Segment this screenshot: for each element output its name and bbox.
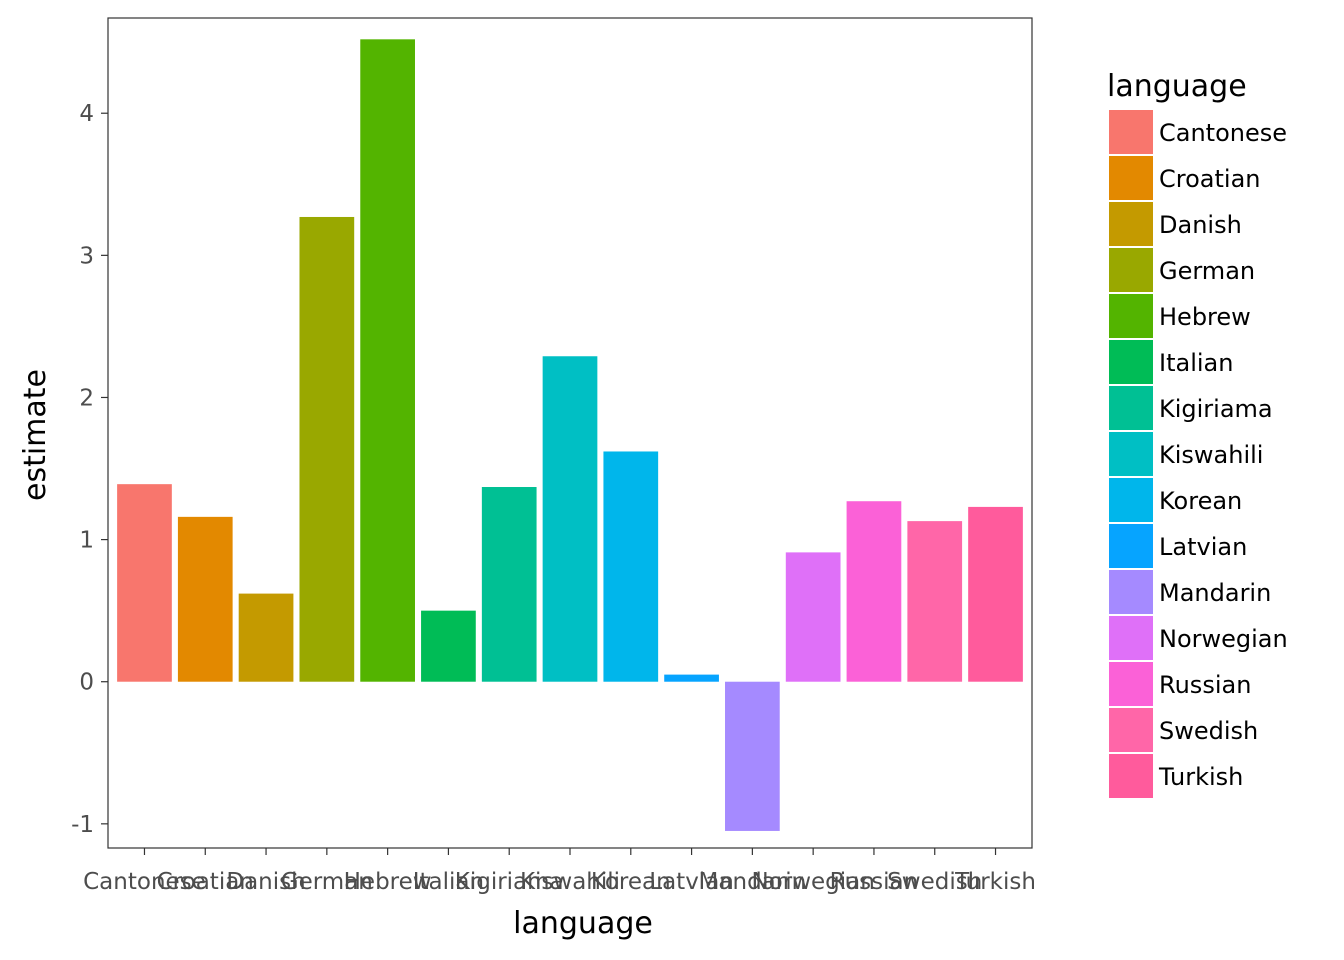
legend-key [1109, 248, 1153, 292]
y-axis-title: estimate [18, 369, 53, 501]
x-tick-label: Mandarin [699, 869, 807, 895]
legend-item-russian: Russian [1109, 662, 1251, 706]
bar-cantonese [117, 484, 172, 682]
legend-label: Croatian [1159, 165, 1260, 193]
x-tick-label: Kigiriama [455, 869, 564, 895]
legend-label: Cantonese [1159, 119, 1287, 147]
y-tick-label: 1 [79, 528, 94, 554]
legend-key [1109, 708, 1153, 752]
bar-korean [603, 451, 659, 682]
legend-label: Kigiriama [1159, 395, 1273, 423]
legend-key [1109, 570, 1153, 614]
legend-key [1109, 478, 1153, 522]
legend-item-turkish: Turkish [1109, 754, 1243, 798]
legend-label: Hebrew [1159, 303, 1251, 331]
x-tick-label: Korean [591, 869, 671, 895]
legend-label: German [1159, 257, 1255, 285]
legend-item-norwegian: Norwegian [1109, 616, 1288, 660]
legend-label: Latvian [1159, 533, 1247, 561]
bar-norwegian [785, 552, 841, 682]
y-tick-label: 4 [79, 101, 94, 127]
legend-label: Italian [1159, 349, 1233, 377]
x-axis: CantoneseCroatianDanishGermanHebrewItali… [83, 848, 1036, 895]
legend-key [1109, 110, 1153, 154]
bar-hebrew [360, 39, 415, 682]
legend-item-kiswahili: Kiswahili [1109, 432, 1263, 476]
legend-item-hebrew: Hebrew [1109, 294, 1251, 338]
legend-key [1109, 754, 1153, 798]
bars-group [117, 39, 1023, 831]
legend-key [1109, 616, 1153, 660]
bar-turkish [968, 506, 1023, 682]
bar-german [299, 216, 355, 682]
x-tick-label: Cantonese [83, 869, 206, 895]
legend: language Cantonese Croatian Danish German He… [1107, 69, 1288, 798]
legend-item-swedish: Swedish [1109, 708, 1258, 752]
legend-item-korean: Korean [1109, 478, 1242, 522]
legend-key [1109, 524, 1153, 568]
legend-label: Korean [1159, 487, 1242, 515]
x-tick-label: Turkish [954, 869, 1036, 895]
x-tick-label: German [281, 869, 373, 895]
legend-item-italian: Italian [1109, 340, 1233, 384]
legend-key [1109, 202, 1153, 246]
x-tick-label: Italian [413, 869, 484, 895]
bar-latvian [664, 674, 719, 682]
x-tick-label: Latvian [649, 869, 734, 895]
legend-key [1109, 432, 1153, 476]
legend-label: Russian [1159, 671, 1251, 699]
x-tick-label: Hebrew [344, 869, 432, 895]
bar-italian [421, 610, 476, 682]
bar-swedish [907, 521, 963, 682]
legend-key [1109, 662, 1153, 706]
bar-mandarin [725, 681, 780, 831]
y-tick-label: -1 [71, 812, 94, 838]
x-tick-label: Croatian [157, 869, 254, 895]
legend-key [1109, 386, 1153, 430]
x-axis-title: language [513, 906, 653, 941]
legend-title: language [1107, 69, 1247, 104]
bar-russian [846, 501, 902, 682]
x-tick-label: Danish [226, 869, 305, 895]
bar-croatian [177, 516, 233, 682]
y-tick-label: 2 [79, 385, 94, 411]
y-axis: -1 0 1 2 3 4 [71, 101, 108, 838]
bar-kigiriama [481, 487, 537, 682]
legend-label: Turkish [1158, 763, 1243, 791]
y-tick-label: 3 [79, 243, 94, 269]
legend-item-cantonese: Cantonese [1109, 110, 1287, 154]
legend-item-danish: Danish [1109, 202, 1242, 246]
legend-item-kigiriama: Kigiriama [1109, 386, 1273, 430]
x-tick-label: Swedish [887, 869, 982, 895]
bar-danish [238, 593, 294, 682]
legend-label: Kiswahili [1159, 441, 1263, 469]
legend-item-german: German [1109, 248, 1255, 292]
legend-key [1109, 340, 1153, 384]
x-tick-label: Kiswahili [520, 869, 620, 895]
legend-label: Swedish [1159, 717, 1258, 745]
legend-label: Danish [1159, 211, 1242, 239]
legend-item-mandarin: Mandarin [1109, 570, 1271, 614]
legend-key [1109, 156, 1153, 200]
legend-item-croatian: Croatian [1109, 156, 1260, 200]
y-tick-label: 0 [79, 670, 94, 696]
bar-kiswahili [542, 356, 598, 682]
legend-key [1109, 294, 1153, 338]
legend-label: Norwegian [1159, 625, 1288, 653]
x-tick-label: Norwegian [751, 869, 874, 895]
legend-item-latvian: Latvian [1109, 524, 1247, 568]
x-tick-label: Russian [830, 869, 919, 895]
legend-label: Mandarin [1159, 579, 1271, 607]
